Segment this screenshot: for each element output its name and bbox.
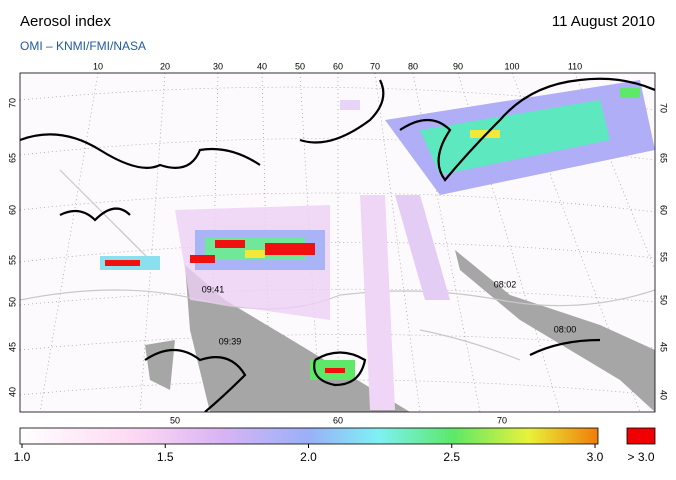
longitude-label: 70 [497, 415, 507, 425]
latitude-label: 60 [659, 205, 669, 215]
latitude-label: 50 [7, 297, 17, 307]
orbit-time: 09:41 [202, 284, 225, 294]
latitude-label: 50 [659, 295, 669, 305]
aerosol-patches [100, 80, 655, 410]
longitude-label: 70 [370, 61, 380, 71]
subtitle: OMI – KNMI/FMI/NASA [20, 39, 146, 53]
map-area [20, 73, 655, 412]
title: Aerosol index [20, 13, 111, 30]
longitude-label: 80 [408, 61, 418, 71]
colorbar-label: 2.5 [443, 450, 460, 464]
latitude-label: 70 [7, 98, 17, 108]
longitude-label: 10 [93, 61, 103, 71]
orbit-time: 08:02 [494, 279, 517, 289]
borders [20, 169, 655, 361]
colorbar-label: 2.0 [300, 450, 317, 464]
orbit-time: 08:00 [554, 324, 577, 334]
latitude-label: 40 [659, 390, 669, 400]
map-frame [19, 72, 656, 413]
latitude-label: 60 [7, 205, 17, 215]
latitude-label: 55 [7, 255, 17, 265]
no-data-swaths [145, 250, 655, 412]
colorbar-label: 3.0 [587, 450, 604, 464]
longitude-label: 30 [213, 61, 223, 71]
longitude-label: 90 [453, 61, 463, 71]
latitude-label: 45 [7, 342, 17, 352]
colorbar-overflow [626, 427, 656, 445]
orbit-time: 09:39 [219, 336, 242, 346]
longitude-label: 100 [504, 61, 519, 71]
colorbar-overflow-label: > 3.0 [627, 450, 654, 464]
colorbar-label: 1.0 [14, 450, 31, 464]
latitude-label: 45 [659, 342, 669, 352]
colorbar [19, 427, 599, 445]
longitude-label: 60 [333, 415, 343, 425]
latitude-label: 65 [7, 153, 17, 163]
latitude-label: 55 [659, 252, 669, 262]
longitude-label: 110 [568, 61, 582, 71]
longitude-label: 50 [295, 61, 305, 71]
colorbar-label: 1.5 [157, 450, 174, 464]
coastlines [20, 77, 655, 412]
longitude-label: 20 [160, 61, 170, 71]
latitude-label: 40 [7, 387, 17, 397]
longitude-label: 50 [170, 415, 180, 425]
latitude-label: 70 [659, 103, 669, 113]
longitude-label: 60 [333, 61, 343, 71]
longitude-label: 40 [257, 61, 267, 71]
latitude-label: 65 [659, 153, 669, 163]
date: 11 August 2010 [552, 13, 655, 30]
